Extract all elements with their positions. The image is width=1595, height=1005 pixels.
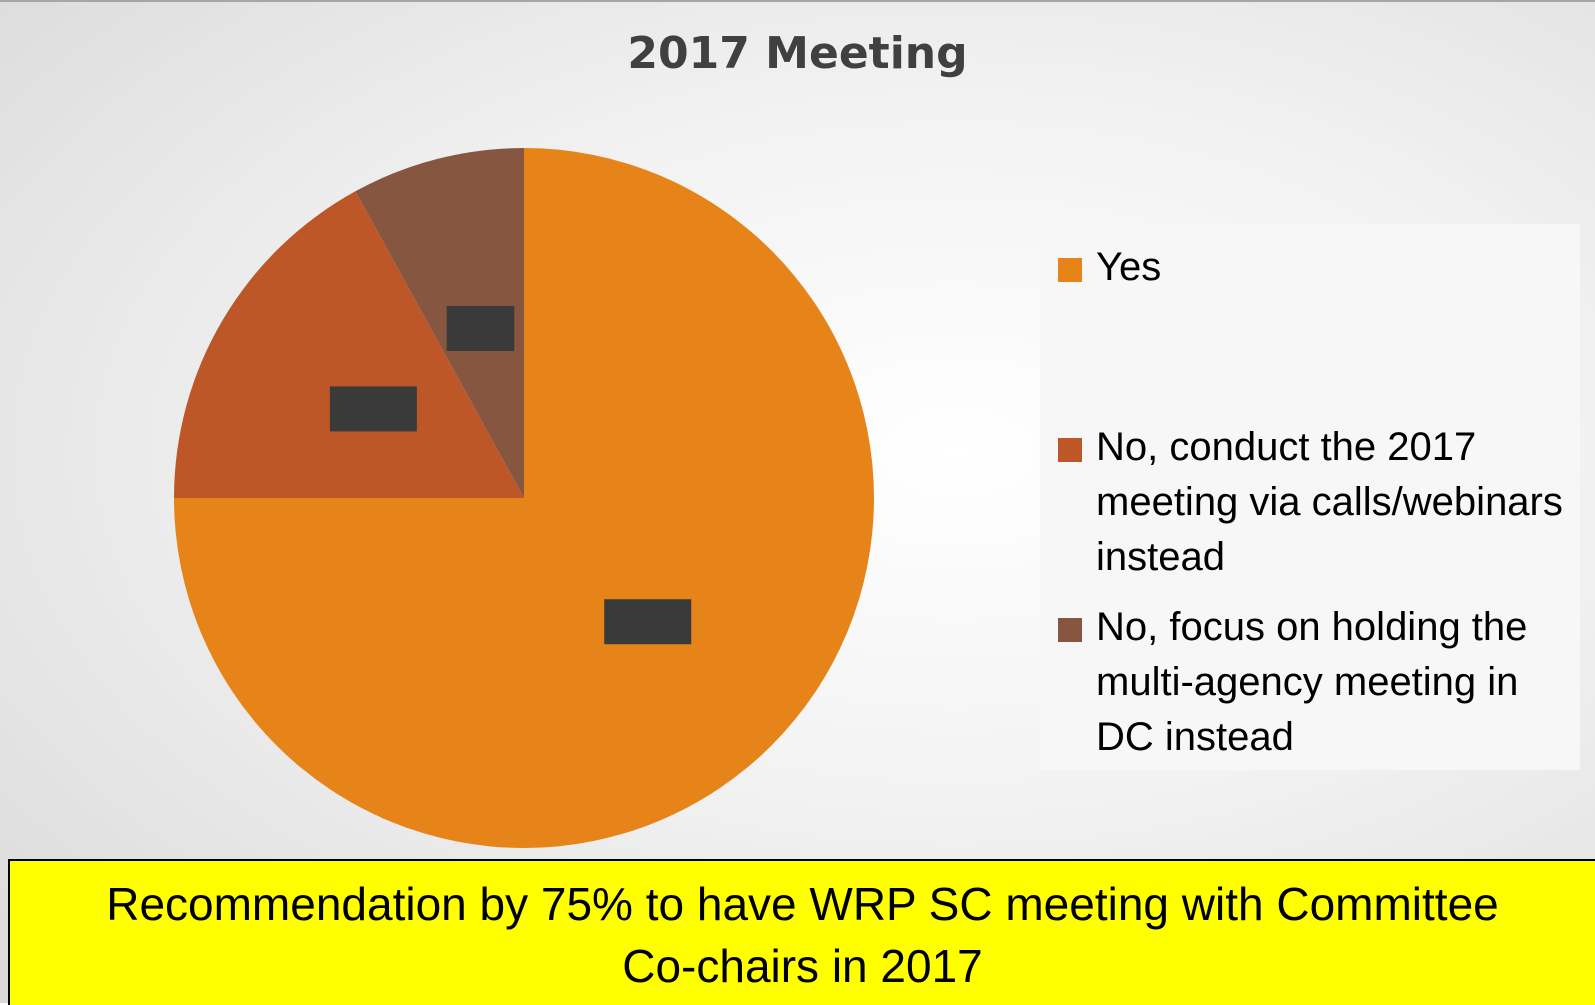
chart-title: 2017 Meeting xyxy=(627,28,968,79)
data-label-box xyxy=(329,386,417,432)
legend-item: Yes xyxy=(1058,240,1558,295)
data-label: 17% xyxy=(329,386,417,432)
legend-label: No, focus on holding the multi-agency me… xyxy=(1096,605,1528,759)
annotation: Recommendation by 75% to have WRP SC mee… xyxy=(106,878,1499,992)
legend-swatch xyxy=(1058,258,1082,282)
annotation-box: Recommendation by 75% to have WRP SC mee… xyxy=(8,859,1595,1005)
legend-swatch xyxy=(1058,618,1082,642)
data-label-box xyxy=(604,599,692,645)
legend-label: Yes xyxy=(1096,245,1162,289)
legend: Yes No, conduct the 2017 meeting via call… xyxy=(1040,224,1580,770)
data-label: 8% xyxy=(446,305,515,351)
legend-item: No, focus on holding the multi-agency me… xyxy=(1058,600,1558,765)
pie-slice xyxy=(174,191,524,498)
data-label: 75% xyxy=(604,599,692,645)
pie-slice xyxy=(355,148,524,498)
legend-item: No, conduct the 2017 meeting via calls/w… xyxy=(1058,420,1563,585)
data-label-box xyxy=(446,305,515,351)
legend-label: No, conduct the 2017 meeting via calls/w… xyxy=(1096,425,1563,579)
legend-swatch xyxy=(1058,438,1082,462)
